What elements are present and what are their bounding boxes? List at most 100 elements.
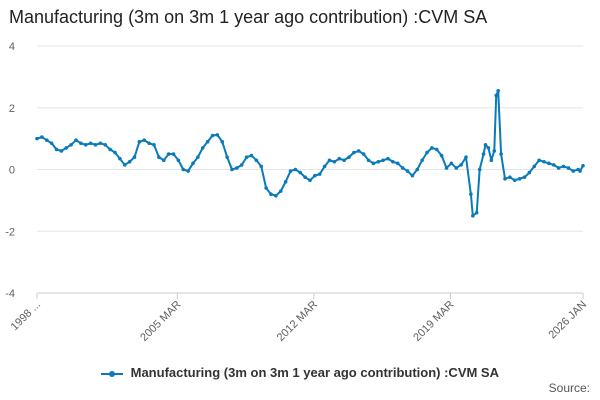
data-point	[332, 159, 337, 164]
data-point	[492, 149, 497, 153]
data-point	[486, 146, 491, 150]
data-point	[166, 152, 171, 156]
data-point	[405, 169, 410, 173]
data-point	[547, 161, 551, 166]
data-point	[137, 139, 142, 144]
data-point	[35, 136, 39, 141]
data-point	[308, 178, 312, 183]
series-layer	[35, 88, 585, 218]
data-point	[235, 166, 239, 170]
data-point	[113, 150, 117, 155]
data-point	[527, 170, 532, 175]
data-point	[49, 141, 54, 146]
data-point	[283, 180, 288, 184]
data-point	[127, 159, 132, 164]
data-point	[489, 158, 494, 163]
data-point	[410, 173, 415, 178]
data-point	[425, 150, 429, 155]
data-point	[464, 155, 468, 159]
x-tick-label: 1998 ...	[9, 299, 43, 333]
data-point	[176, 158, 181, 163]
data-point	[69, 143, 73, 147]
x-tick-label: 2026 JAN	[546, 299, 589, 342]
data-point	[83, 143, 88, 147]
data-point	[352, 150, 356, 155]
data-point	[537, 158, 541, 163]
data-point	[439, 153, 444, 158]
data-point	[430, 146, 434, 150]
data-point	[74, 138, 78, 142]
data-point	[581, 163, 585, 168]
data-point	[477, 167, 482, 172]
data-point	[147, 141, 151, 146]
data-point	[512, 178, 517, 183]
chart-title: Manufacturing (3m on 3m 1 year ago contr…	[9, 7, 488, 27]
data-point	[254, 158, 259, 163]
data-point	[171, 152, 176, 156]
data-point	[293, 167, 298, 172]
data-point	[356, 149, 361, 153]
data-point	[98, 141, 103, 146]
data-point	[503, 176, 507, 181]
data-point	[303, 175, 307, 180]
data-point	[481, 152, 486, 156]
data-point	[386, 156, 390, 161]
x-tick-label: 2012 MAR	[275, 299, 320, 344]
y-tick-label: -4	[5, 288, 15, 300]
data-point	[459, 163, 463, 167]
data-point	[561, 164, 566, 169]
data-point	[186, 169, 190, 173]
data-point	[269, 192, 273, 196]
data-point	[420, 158, 424, 163]
data-point	[578, 169, 582, 173]
data-point	[444, 166, 449, 170]
data-point	[122, 163, 127, 167]
data-point	[454, 166, 459, 170]
data-point	[230, 167, 234, 172]
data-point	[161, 158, 166, 163]
data-point	[532, 164, 537, 169]
data-point	[522, 175, 527, 180]
legend-label: Manufacturing (3m on 3m 1 year ago contr…	[130, 365, 499, 380]
data-point	[220, 139, 225, 144]
data-point	[508, 175, 512, 180]
data-point	[542, 159, 546, 164]
data-point	[205, 139, 210, 144]
data-point	[313, 173, 317, 178]
data-point	[342, 158, 346, 163]
data-point	[327, 158, 332, 163]
data-point	[499, 152, 503, 156]
data-point	[317, 172, 322, 176]
grid-lines	[37, 45, 583, 294]
data-point	[93, 143, 98, 147]
y-tick-label: 4	[9, 41, 15, 53]
data-point	[88, 141, 93, 146]
data-point	[474, 210, 479, 215]
data-point	[157, 155, 161, 159]
data-point	[434, 147, 439, 152]
data-point	[371, 161, 376, 166]
data-point	[64, 146, 69, 150]
data-point	[566, 166, 571, 170]
y-tick-label: 0	[9, 165, 15, 177]
axes: -4 -2 0 2 4 1998 ... 2005 MAR 2012 MAR 2019 MAR 2…	[5, 41, 589, 344]
data-point	[181, 167, 186, 172]
data-point	[400, 166, 405, 170]
legend[interactable]: Manufacturing (3m on 3m 1 year ago contr…	[0, 365, 600, 380]
data-point	[366, 158, 371, 163]
data-point	[551, 163, 556, 167]
data-point	[264, 186, 268, 190]
data-point	[44, 138, 49, 142]
data-point	[239, 163, 244, 167]
data-point	[347, 155, 351, 159]
x-tick-label: 2019 MAR	[411, 299, 456, 344]
data-point	[571, 169, 576, 173]
data-point	[40, 135, 44, 139]
data-point	[103, 143, 108, 147]
data-point	[376, 159, 381, 164]
data-point	[152, 143, 156, 147]
data-point	[244, 155, 249, 159]
data-point	[132, 155, 137, 159]
data-point	[118, 156, 122, 161]
data-point	[556, 166, 561, 170]
